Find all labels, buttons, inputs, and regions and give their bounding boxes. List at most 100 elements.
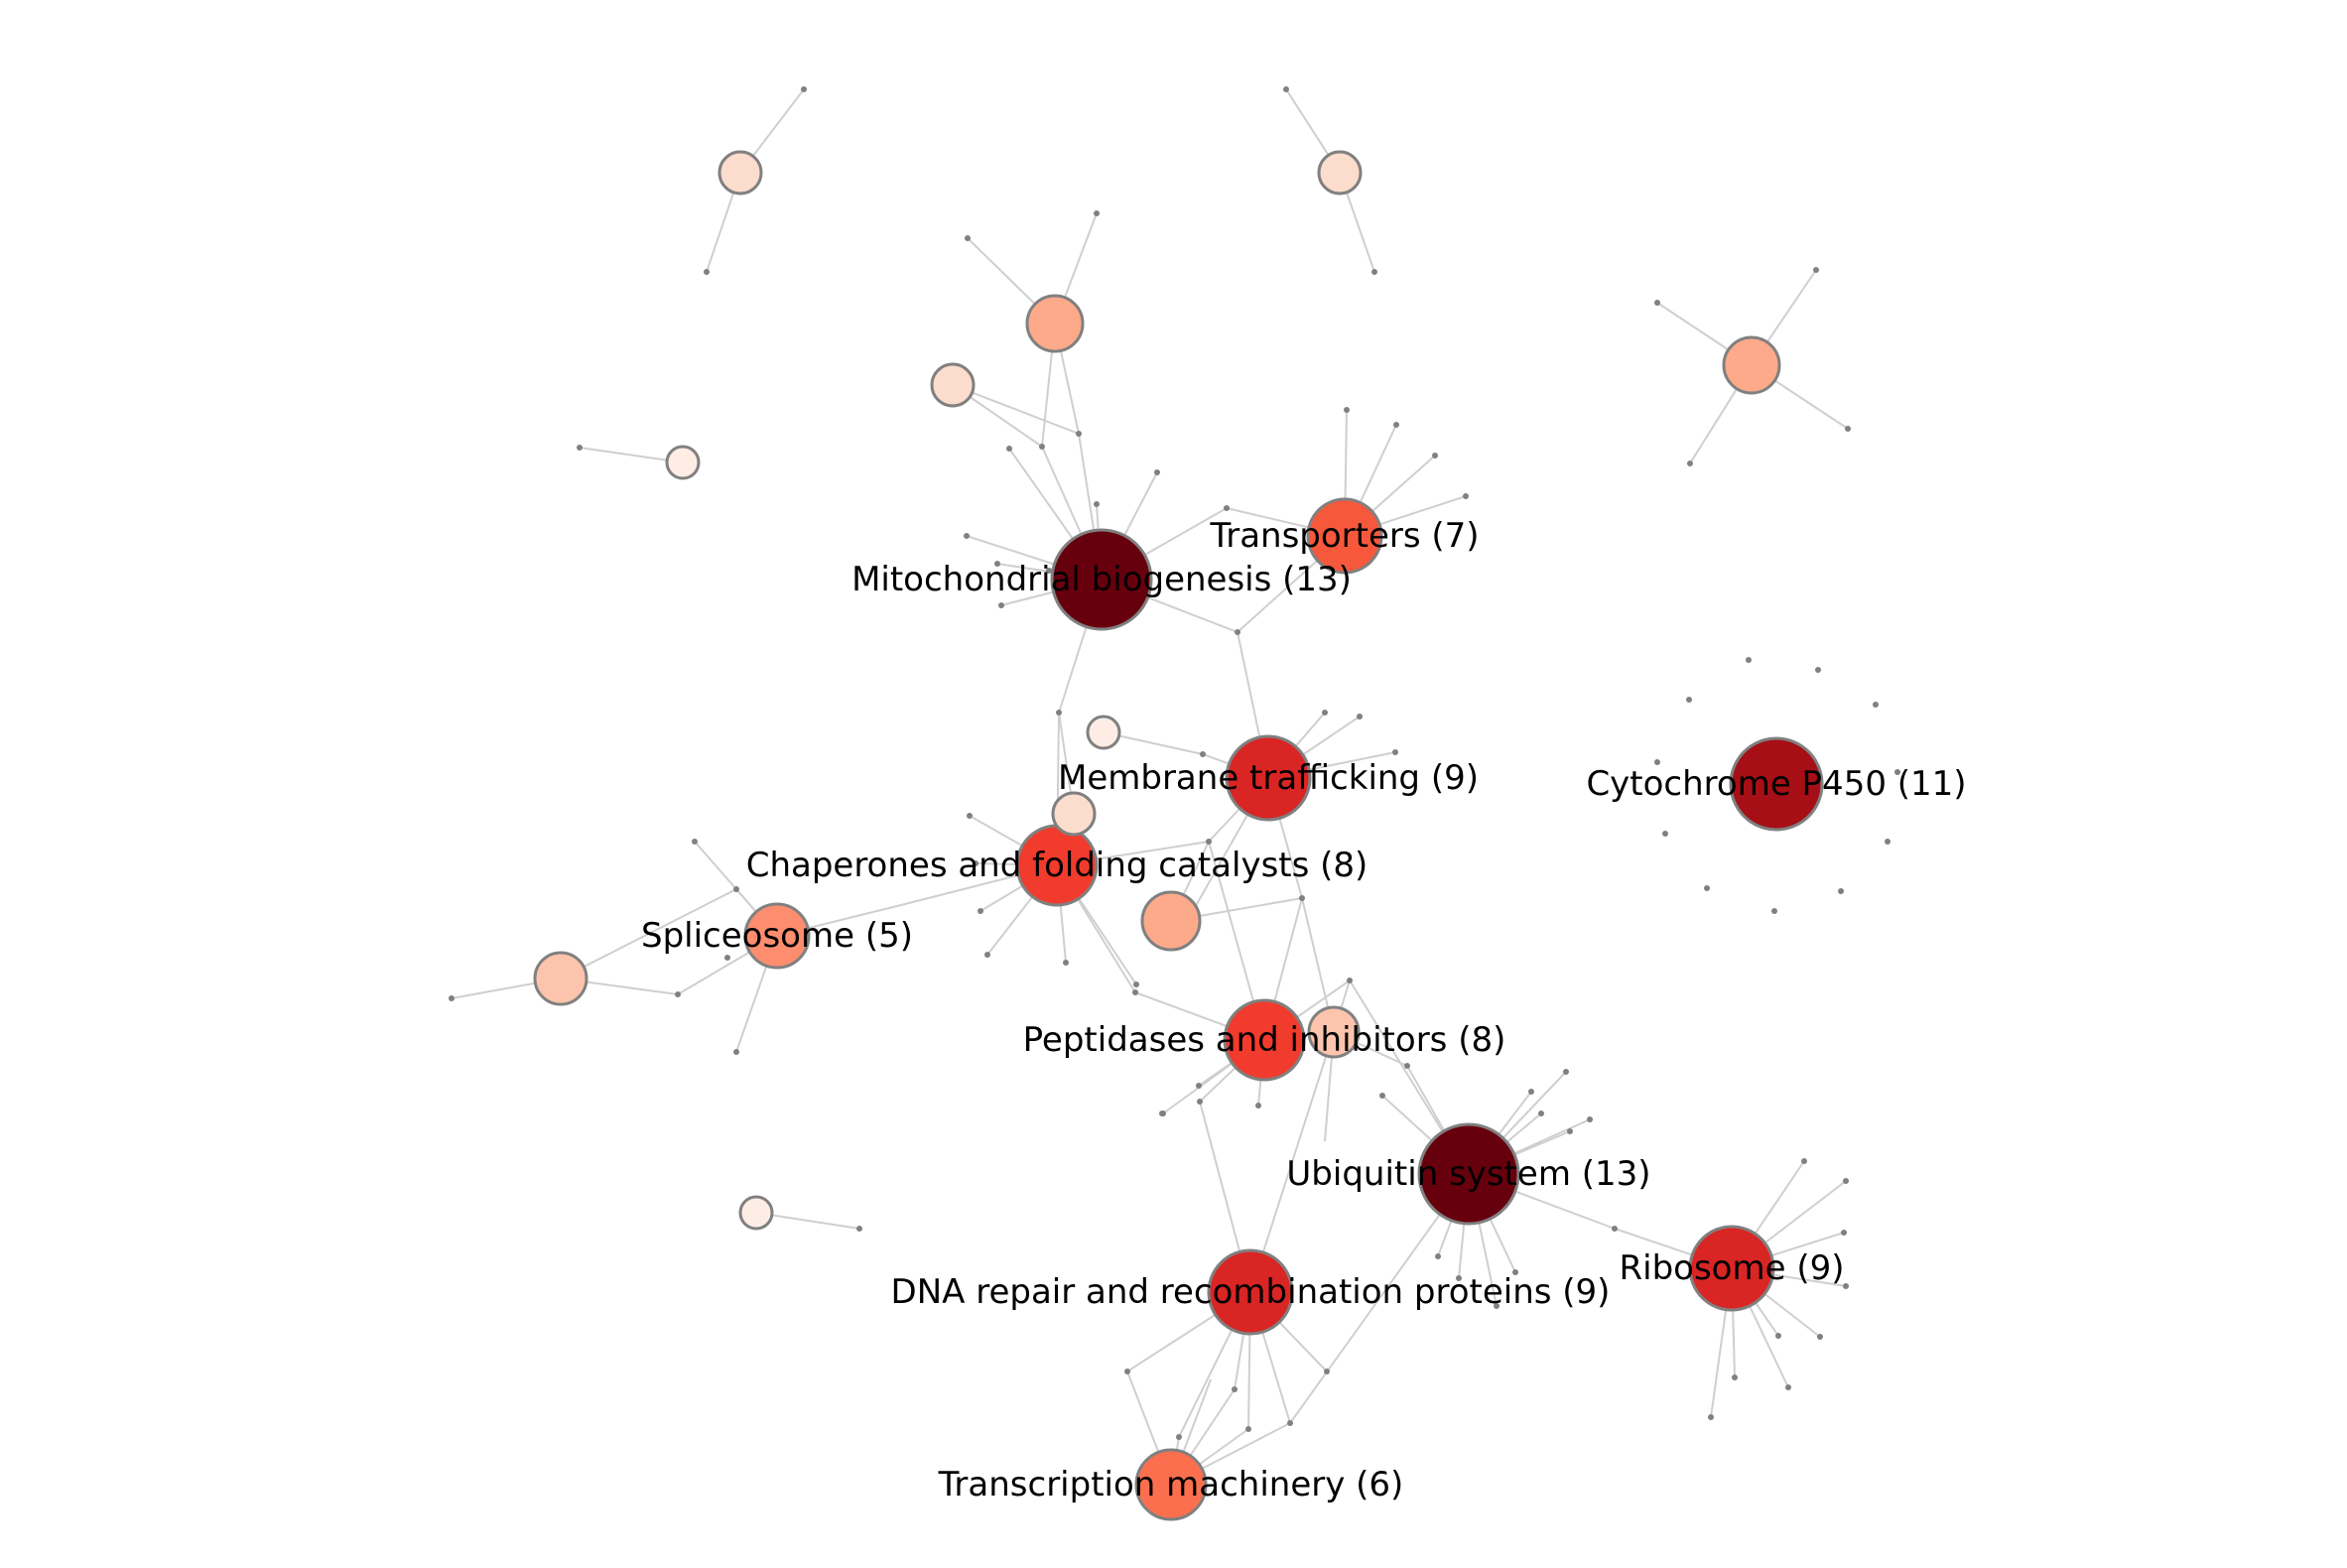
gene-node — [1006, 446, 1012, 452]
category-node-u8 — [930, 362, 976, 408]
gene-node — [1347, 978, 1353, 983]
category-node-trans — [1306, 497, 1383, 575]
category-node-u7 — [1317, 150, 1363, 196]
network-edge — [1249, 1031, 1335, 1293]
gene-node — [1704, 885, 1710, 891]
gene-node — [978, 908, 983, 914]
category-node-u3 — [1140, 890, 1202, 952]
gene-node — [1775, 1333, 1781, 1339]
category-label-ribo: Ribosome (9) — [1620, 1248, 1845, 1288]
network-edge — [952, 384, 1080, 435]
gene-node — [1206, 839, 1212, 845]
category-node-u10 — [665, 445, 701, 480]
gene-node — [1512, 1269, 1518, 1275]
gene-node — [1371, 269, 1377, 275]
gene-node — [1894, 769, 1900, 775]
category-node-txn — [1134, 1448, 1208, 1521]
gene-node — [1801, 1158, 1807, 1164]
gene-node — [1662, 831, 1668, 837]
gene-node — [1686, 697, 1692, 703]
gene-node — [1538, 1111, 1544, 1116]
category-node-u4 — [533, 951, 588, 1006]
gene-node — [1771, 908, 1777, 914]
gene-node — [1197, 1099, 1203, 1105]
category-label-cyp: Cytochrome P450 (11) — [1586, 764, 1966, 804]
gene-node — [964, 533, 970, 539]
gene-node — [1404, 1063, 1410, 1069]
gene-node — [1196, 1083, 1202, 1089]
gene-node — [1245, 1426, 1251, 1432]
gene-node — [449, 995, 455, 1001]
gene-node — [1432, 453, 1438, 458]
network-edge — [755, 1212, 860, 1230]
gene-node — [1287, 1420, 1293, 1426]
gene-node — [1567, 1128, 1573, 1134]
gene-node — [1841, 1230, 1847, 1236]
gene-node — [1708, 1414, 1714, 1420]
category-node-u12 — [738, 1195, 774, 1231]
gene-node — [1813, 267, 1819, 273]
category-label-chap: Chaperones and folding catalysts (8) — [746, 846, 1369, 885]
gene-node — [998, 602, 1004, 608]
label-layer: Mitochondrial biogenesis (13) Ubiquitin s… — [641, 516, 1967, 1504]
gene-node — [1039, 444, 1045, 450]
gene-node — [994, 561, 1000, 567]
gene-node — [1056, 710, 1062, 716]
category-node-dna — [1207, 1248, 1294, 1336]
gene-node — [1283, 86, 1289, 92]
category-label-ubiq: Ubiquitin system (13) — [1286, 1154, 1650, 1194]
gene-node — [1843, 1283, 1849, 1289]
gene-node — [1235, 629, 1240, 635]
gene-node — [1732, 1374, 1738, 1380]
gene-node — [1255, 1103, 1261, 1109]
gene-node — [704, 269, 710, 275]
gene-node — [1344, 407, 1350, 413]
gene-node — [1393, 422, 1399, 428]
gene-node — [733, 1049, 739, 1055]
category-node-u1 — [1025, 294, 1085, 353]
gene-node — [1076, 431, 1082, 437]
category-node-splice — [743, 902, 811, 970]
gene-node — [1845, 426, 1851, 432]
gene-node — [801, 86, 807, 92]
category-node-pept — [1223, 998, 1306, 1082]
gene-node — [1324, 1369, 1330, 1374]
gene-node — [1463, 493, 1469, 499]
category-label-dna: DNA repair and recombination proteins (9… — [891, 1272, 1611, 1312]
gene-node — [984, 952, 990, 958]
category-label-pept: Peptidases and inhibitors (8) — [1023, 1020, 1506, 1060]
gene-node — [1456, 1275, 1462, 1281]
category-label-memb: Membrane trafficking (9) — [1058, 758, 1479, 798]
gene-node — [1094, 501, 1100, 507]
gene-node — [675, 991, 681, 997]
gene-node — [1200, 751, 1206, 757]
gene-node — [1815, 667, 1821, 673]
gene-node — [1232, 1386, 1238, 1392]
gene-node — [1654, 759, 1660, 765]
gene-node — [1587, 1116, 1593, 1122]
gene-node — [1159, 1111, 1165, 1116]
gene-node — [1494, 1303, 1499, 1309]
gene-node — [1132, 989, 1138, 995]
gene-node — [965, 235, 971, 241]
category-node-ribo — [1688, 1225, 1775, 1312]
gene-node — [1817, 1334, 1823, 1340]
gene-node — [856, 1226, 862, 1232]
gene-node — [1873, 702, 1879, 708]
category-node-u11 — [1086, 715, 1121, 750]
gene-node — [1379, 1093, 1385, 1099]
gene-node — [973, 860, 978, 866]
gene-node — [1392, 749, 1398, 755]
network-edge — [579, 447, 684, 463]
gene-node — [1746, 657, 1752, 663]
gene-node-layer — [449, 86, 1900, 1440]
category-node-memb — [1225, 734, 1312, 822]
gene-node — [724, 955, 730, 961]
category-node-ubiq — [1417, 1122, 1520, 1226]
gene-node — [1322, 710, 1328, 716]
gene-node — [577, 445, 583, 451]
gene-node — [967, 813, 973, 819]
category-node-cyp — [1729, 736, 1824, 832]
gene-node — [1224, 505, 1230, 511]
